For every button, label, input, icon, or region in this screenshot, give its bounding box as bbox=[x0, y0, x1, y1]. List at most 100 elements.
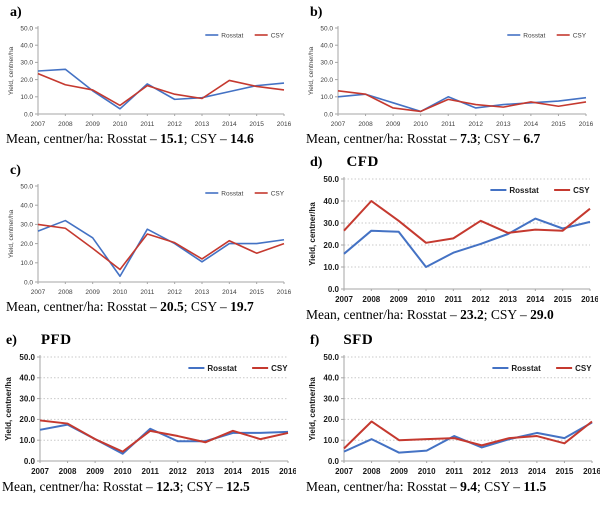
y-tick-label: 50.0 bbox=[19, 353, 35, 362]
panel-letter: c) bbox=[10, 163, 21, 178]
x-tick-label: 2010 bbox=[113, 289, 128, 296]
x-tick-label: 2016 bbox=[579, 121, 594, 128]
series-csy-line bbox=[37, 72, 285, 107]
panel-a-header: a) bbox=[6, 2, 298, 22]
mean-rosstat-value: 7.3 bbox=[460, 131, 477, 146]
x-tick-label: 2011 bbox=[446, 467, 464, 476]
y-tick-label: 30.0 bbox=[323, 219, 339, 228]
x-tick-label: 2015 bbox=[252, 467, 270, 476]
mean-prefix: Mean, centner/ha: Rosstat – bbox=[2, 479, 157, 494]
mean-rosstat-value: 12.3 bbox=[156, 479, 180, 494]
x-tick-label: 2008 bbox=[363, 467, 381, 476]
x-tick-label: 2013 bbox=[195, 121, 210, 128]
legend-rosstat-label: Rosstat bbox=[511, 364, 541, 373]
mean-rosstat-value: 20.5 bbox=[160, 299, 184, 314]
mean-caption-d: Mean, centner/ha: Rosstat – 23.2; CSY – … bbox=[306, 307, 602, 323]
x-tick-label: 2012 bbox=[167, 121, 182, 128]
x-tick-label: 2010 bbox=[418, 467, 436, 476]
y-tick-label: 0.0 bbox=[24, 111, 33, 118]
chart-f: 0.0 10.0 20.0 30.0 40.0 50.0 2007 2008 2009 2010 2… bbox=[308, 353, 600, 476]
x-tick-label: 2009 bbox=[390, 467, 408, 476]
panel-d-header: d) CFD bbox=[306, 152, 602, 172]
y-tick-label: 50.0 bbox=[320, 25, 333, 32]
panel-title: CFD bbox=[346, 154, 379, 170]
x-tick-label: 2014 bbox=[222, 289, 237, 296]
x-tick-label: 2016 bbox=[277, 289, 292, 296]
y-axis-title: Yield, centner/ha bbox=[308, 202, 317, 266]
mean-caption-c: Mean, centner/ha: Rosstat – 20.5; CSY – … bbox=[6, 299, 298, 315]
mean-caption-f: Mean, centner/ha: Rosstat – 9.4; CSY – 1… bbox=[306, 479, 602, 495]
y-tick-label: 40.0 bbox=[20, 42, 33, 49]
x-tick-label: 2011 bbox=[140, 289, 154, 296]
mean-caption-b: Mean, centner/ha: Rosstat – 7.3; CSY – 6… bbox=[306, 131, 602, 147]
y-tick-label: 10.0 bbox=[20, 260, 33, 267]
chart-c: 0.0 10.0 20.0 30.0 40.0 50.0 2007 2008 2009 2010 2… bbox=[8, 183, 292, 296]
panel-letter: a) bbox=[10, 5, 22, 20]
y-tick-label: 20.0 bbox=[320, 77, 333, 84]
x-tick-label: 2012 bbox=[473, 467, 491, 476]
mean-rosstat-value: 15.1 bbox=[160, 131, 184, 146]
x-tick-label: 2008 bbox=[358, 121, 373, 128]
legend-csy-label: CSY bbox=[573, 186, 590, 195]
mean-mid: ; CSY – bbox=[179, 479, 227, 494]
series-csy-line bbox=[343, 200, 591, 244]
x-tick-label: 2013 bbox=[499, 295, 517, 304]
y-tick-label: 40.0 bbox=[323, 197, 339, 206]
mean-csy-value: 6.7 bbox=[523, 131, 541, 146]
legend-csy-label: CSY bbox=[575, 364, 592, 373]
panel-c-header: c) bbox=[6, 160, 298, 180]
chart-a: 0.0 10.0 20.0 30.0 40.0 50.0 2007 2008 2009 2010 2… bbox=[8, 25, 292, 128]
y-tick-label: 0.0 bbox=[328, 285, 340, 294]
x-tick-label: 2008 bbox=[362, 295, 380, 304]
series-rosstat-line bbox=[37, 219, 285, 278]
panel-f-header: f) SFD bbox=[306, 330, 602, 350]
y-tick-label: 10.0 bbox=[320, 94, 333, 101]
x-tick-label: 2007 bbox=[335, 295, 353, 304]
y-tick-label: 30.0 bbox=[19, 394, 35, 403]
y-axis-title: Yield, centner/ha bbox=[308, 46, 315, 95]
x-tick-label: 2009 bbox=[386, 121, 401, 128]
x-tick-label: 2007 bbox=[331, 121, 346, 128]
x-tick-label: 2007 bbox=[31, 289, 46, 296]
x-tick-label: 2007 bbox=[31, 467, 49, 476]
y-tick-label: 20.0 bbox=[323, 415, 339, 424]
x-tick-label: 2011 bbox=[445, 295, 463, 304]
y-tick-label: 50.0 bbox=[20, 25, 33, 32]
panel-f: f) SFD 0.0 10.0 20.0 30.0 40.0 50.0 2007 2008 200… bbox=[306, 330, 602, 495]
x-tick-label: 2015 bbox=[556, 467, 574, 476]
y-tick-label: 50.0 bbox=[20, 183, 33, 190]
y-tick-label: 10.0 bbox=[323, 436, 339, 445]
x-tick-label: 2014 bbox=[224, 467, 242, 476]
y-tick-label: 10.0 bbox=[20, 94, 33, 101]
mean-csy-value: 29.0 bbox=[530, 307, 554, 322]
y-tick-label: 50.0 bbox=[323, 175, 339, 184]
series-rosstat-line bbox=[37, 68, 285, 110]
x-tick-label: 2013 bbox=[496, 121, 511, 128]
x-tick-label: 2016 bbox=[277, 121, 292, 128]
y-tick-label: 0.0 bbox=[328, 457, 340, 466]
x-tick-label: 2014 bbox=[524, 121, 539, 128]
legend-csy-label: CSY bbox=[271, 190, 285, 197]
y-tick-label: 40.0 bbox=[19, 374, 35, 383]
panel-c: c) 0.0 10.0 20.0 30.0 40.0 50.0 2007 2008 2009 20… bbox=[6, 160, 298, 315]
series-csy-line bbox=[343, 420, 593, 450]
x-tick-label: 2011 bbox=[140, 121, 154, 128]
x-tick-label: 2013 bbox=[500, 467, 518, 476]
series-csy-line bbox=[337, 89, 587, 113]
legend-rosstat-label: Rosstat bbox=[221, 32, 243, 39]
panel-b-header: b) bbox=[306, 2, 602, 22]
panel-e-header: e) PFD bbox=[2, 330, 300, 350]
x-tick-label: 2009 bbox=[85, 289, 100, 296]
y-tick-label: 10.0 bbox=[323, 263, 339, 272]
panel-title: PFD bbox=[40, 332, 72, 348]
x-tick-label: 2015 bbox=[249, 289, 264, 296]
x-tick-label: 2012 bbox=[472, 295, 490, 304]
y-tick-label: 20.0 bbox=[323, 241, 339, 250]
mean-prefix: Mean, centner/ha: Rosstat – bbox=[6, 299, 161, 314]
mean-mid: ; CSY – bbox=[476, 479, 524, 494]
series-rosstat-line bbox=[343, 217, 591, 268]
y-tick-label: 30.0 bbox=[20, 60, 33, 67]
mean-csy-value: 14.6 bbox=[230, 131, 254, 146]
y-tick-label: 20.0 bbox=[20, 77, 33, 84]
series-rosstat-line bbox=[337, 93, 587, 113]
